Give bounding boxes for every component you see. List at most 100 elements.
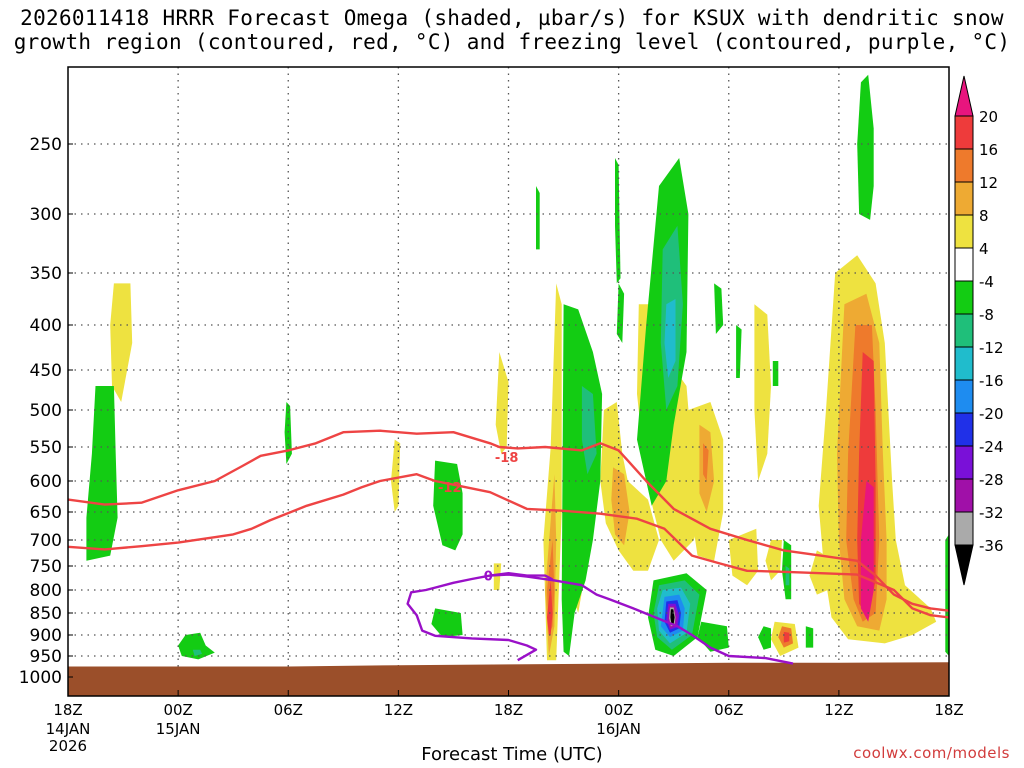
- y-tick-label: 450: [30, 361, 62, 381]
- colorbar-label: -20: [979, 405, 1004, 423]
- omega-region-36: [758, 626, 771, 650]
- omega-region-13: [547, 580, 553, 635]
- colorbar-bin-8: [954, 346, 974, 381]
- title-line-1: 2026011418 HRRR Forecast Omega (shaded, …: [20, 6, 1004, 30]
- colorbar-bin-7: [954, 313, 974, 348]
- source-credit[interactable]: coolwx.com/models: [853, 744, 1010, 762]
- omega-region-50: [772, 361, 779, 386]
- colorbar-bin-9: [954, 379, 974, 414]
- omega-region-7: [431, 608, 463, 638]
- x-tick-label: 18Z: [53, 701, 82, 719]
- x-tick-label: 00Z: [163, 701, 192, 719]
- omega-region-28: [728, 528, 759, 586]
- omega-region-5: [391, 439, 401, 512]
- ground-surface: [68, 662, 949, 696]
- x-tick-label: 06Z: [274, 701, 303, 719]
- y-tick-label: 950: [30, 647, 62, 667]
- colorbar-bin-3: [954, 181, 974, 216]
- y-tick-label: 300: [30, 205, 62, 225]
- omega-region-17: [616, 283, 625, 343]
- chart-title: 2026011418 HRRR Forecast Omega (shaded, …: [0, 6, 1024, 54]
- colorbar: 20 16 12 8 4 -4 -8 -12 -16 -20 -24 -28 -32 -36: [954, 75, 1004, 586]
- colorbar-label: -24: [979, 438, 1004, 456]
- omega-region-3: [178, 632, 215, 660]
- y-tick-label: 600: [30, 472, 62, 492]
- omega-region-47: [664, 299, 676, 378]
- omega-region-8: [495, 352, 509, 454]
- colorbar-bin-1: [954, 115, 974, 150]
- y-tick-label: 350: [30, 264, 62, 284]
- omega-region-6: [433, 460, 463, 551]
- colorbar-bin-12: [954, 478, 974, 513]
- omega-region-49: [736, 325, 742, 378]
- omega-region-44: [718, 45, 725, 68]
- colorbar-bin-6: [954, 280, 974, 315]
- omega-region-21: [536, 186, 540, 250]
- colorbar-bin-5: [954, 247, 974, 282]
- x-tick-sublabel: 14JAN: [46, 720, 91, 738]
- colorbar-bin-11: [954, 445, 974, 480]
- x-tick-label: 18Z: [934, 701, 963, 719]
- colorbar-label: -12: [979, 339, 1004, 357]
- omega-region-35: [783, 631, 790, 643]
- omega-region-61: [945, 534, 949, 656]
- y-tick-label: 1000: [19, 668, 62, 688]
- omega-region-9: [493, 563, 502, 590]
- omega-region-20: [615, 158, 621, 284]
- omega-region-0: [110, 283, 133, 402]
- contour-line--12-1: [68, 473, 949, 619]
- omega-region-48: [714, 283, 724, 334]
- y-tick-label: 550: [30, 438, 62, 458]
- colorbar-label: -32: [979, 504, 1004, 522]
- x-tick-sublabel: 16JAN: [596, 720, 641, 738]
- colorbar-label: 4: [979, 240, 989, 258]
- colorbar-label: 12: [979, 174, 998, 192]
- contour-line--18-0: [68, 429, 949, 612]
- y-tick-label: 650: [30, 503, 62, 523]
- contour-label--18: -18: [495, 451, 519, 466]
- omega-region-37: [805, 626, 814, 648]
- colorbar-label: -4: [979, 273, 994, 291]
- y-axis: 2503003504004505005506006507007508008509…: [19, 135, 73, 688]
- y-tick-label: 250: [30, 135, 62, 155]
- x-tick-label: 18Z: [494, 701, 523, 719]
- contour-line-0-2: [406, 572, 554, 662]
- omega-region-26: [754, 304, 771, 481]
- omega-region-18: [561, 304, 603, 656]
- plot-frame: [67, 66, 950, 697]
- grid: [68, 67, 949, 696]
- x-tick-sublabel: 15JAN: [156, 720, 201, 738]
- x-tick-sublabel: 2026: [49, 737, 87, 755]
- y-tick-label: 500: [30, 401, 62, 421]
- y-tick-label: 700: [30, 531, 62, 551]
- colorbar-label: -16: [979, 372, 1004, 390]
- title-line-2: growth region (contoured, red, °C) and f…: [13, 30, 1011, 54]
- omega-region-2: [284, 402, 292, 464]
- colorbar-label: -28: [979, 471, 1004, 489]
- colorbar-bin-13: [954, 511, 974, 546]
- x-tick-label: 06Z: [714, 701, 743, 719]
- colorbar-top-arrow: [954, 75, 974, 117]
- ground-mask: [68, 662, 949, 696]
- omega-region-19: [581, 386, 597, 475]
- omega-region-60: [697, 621, 729, 652]
- omega-region-16: [611, 467, 630, 546]
- omega-region-43: [857, 74, 874, 220]
- colorbar-bin-4: [954, 214, 974, 249]
- colorbar-label: 16: [979, 141, 998, 159]
- colorbar-bin-10: [954, 412, 974, 447]
- contour-label-0: 0: [484, 570, 493, 585]
- omega-region-42: [860, 481, 874, 622]
- x-tick-label: 12Z: [384, 701, 413, 719]
- y-tick-label: 850: [30, 604, 62, 624]
- x-tick-label: 12Z: [824, 701, 853, 719]
- colorbar-bin-2: [954, 148, 974, 183]
- contour-label--12: -12: [438, 481, 462, 496]
- y-tick-label: 400: [30, 316, 62, 336]
- colorbar-label: 20: [979, 108, 998, 126]
- omega-region-1: [86, 386, 118, 561]
- colorbar-label: 8: [979, 207, 989, 225]
- y-tick-label: 900: [30, 626, 62, 646]
